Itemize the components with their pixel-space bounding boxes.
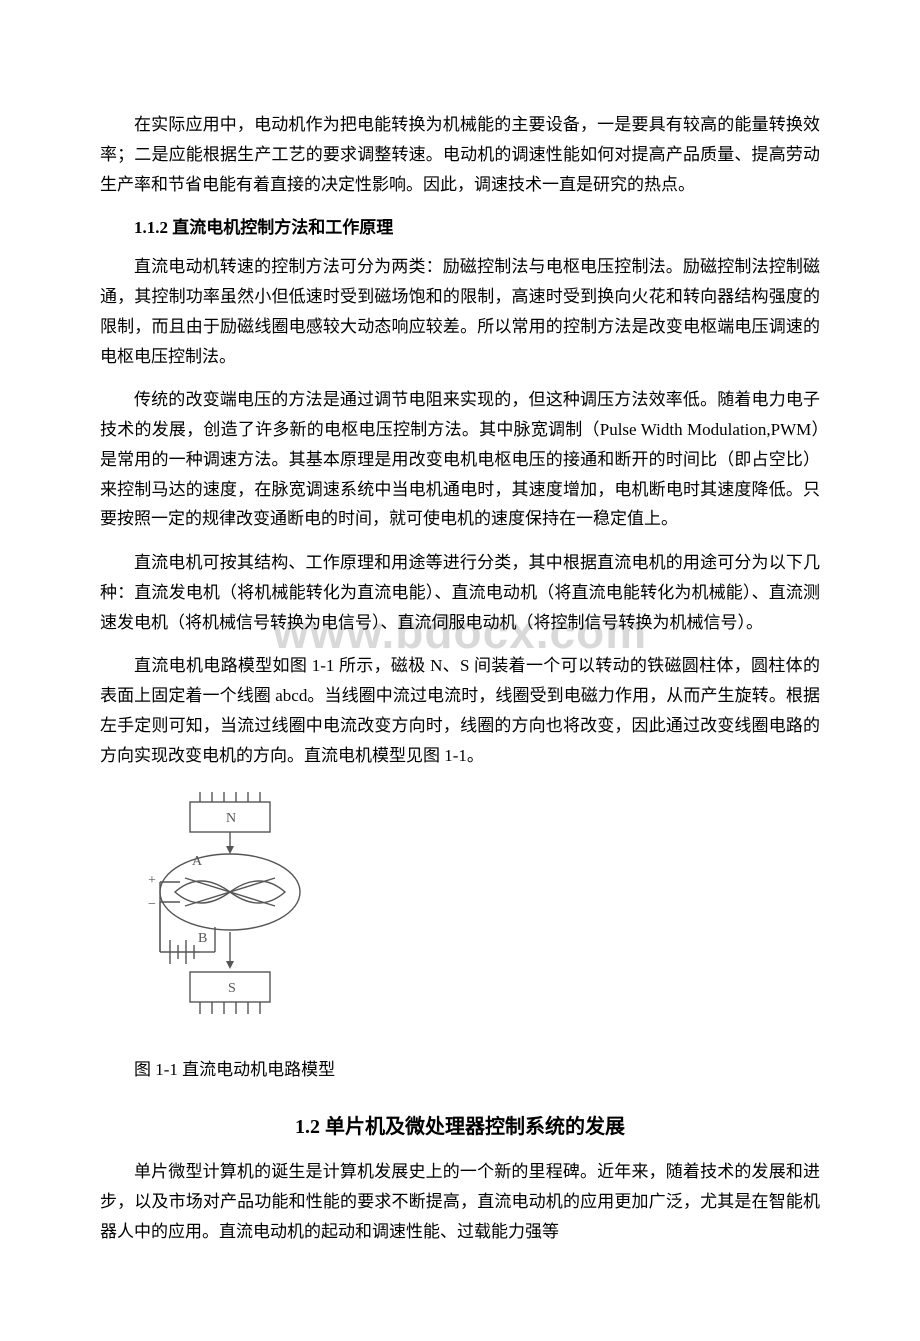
paragraph-4: 直流电机可按其结构、工作原理和用途等进行分类，其中根据直流电机的用途可分为以下几…: [100, 548, 820, 637]
figure-1-1-caption: 图 1-1 直流电动机电路模型: [100, 1055, 820, 1080]
heading-1-1-2: 1.1.2 直流电机控制方法和工作原理: [100, 213, 820, 238]
document-body: 在实际应用中，电动机作为把电能转换为机械能的主要设备，一是要具有较高的能量转换效…: [100, 110, 820, 1247]
figure-1-1: N: [130, 792, 820, 1027]
svg-text:N: N: [226, 811, 236, 826]
svg-text:A: A: [192, 854, 203, 869]
heading-1-2: 1.2 单片机及微处理器控制系统的发展: [100, 1110, 820, 1139]
paragraph-5: 直流电机电路模型如图 1-1 所示，磁极 N、S 间装着一个可以转动的铁磁圆柱体…: [100, 651, 820, 770]
svg-text:−: −: [148, 897, 156, 912]
svg-text:B: B: [198, 931, 207, 946]
paragraph-6: 单片微型计算机的诞生是计算机发展史上的一个新的里程碑。近年来，随着技术的发展和进…: [100, 1157, 820, 1246]
svg-text:S: S: [228, 981, 236, 996]
paragraph-2: 直流电动机转速的控制方法可分为两类：励磁控制法与电枢电压控制法。励磁控制法控制磁…: [100, 252, 820, 371]
paragraph-3: 传统的改变端电压的方法是通过调节电阻来实现的，但这种调压方法效率低。随着电力电子…: [100, 385, 820, 534]
svg-text:+: +: [148, 873, 156, 888]
paragraph-intro: 在实际应用中，电动机作为把电能转换为机械能的主要设备，一是要具有较高的能量转换效…: [100, 110, 820, 199]
motor-circuit-diagram: N: [130, 792, 820, 1027]
